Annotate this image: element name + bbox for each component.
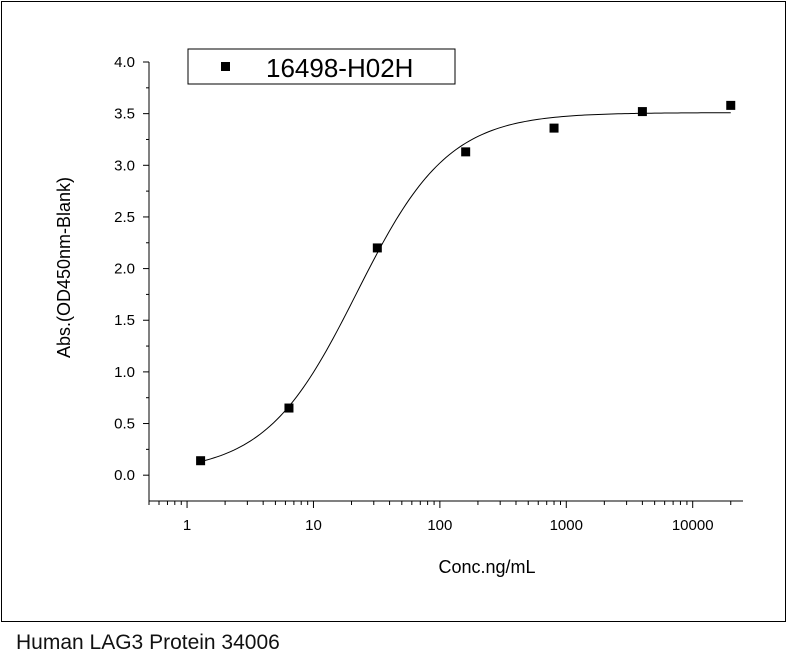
y-tick-label: 0.5 [114, 416, 135, 433]
x-tick-label: 100 [427, 517, 452, 534]
legend-box [187, 48, 456, 85]
data-point [726, 100, 736, 110]
y-tick-label: 3.0 [114, 157, 135, 174]
x-tick-label: 10000 [672, 517, 714, 534]
data-point [549, 123, 559, 133]
y-axis-title: Abs.(OD450nm-Blank) [54, 177, 74, 358]
data-point [637, 107, 647, 117]
chart-svg: 0.0 0.5 1.0 1.5 2.0 2.5 3.0 3.5 4.0 1 10 100 1000 10… [54, 48, 743, 577]
legend-label: 16498-H02H [266, 53, 413, 83]
x-tick-label: 10 [305, 517, 322, 534]
y-tick-label: 4.0 [114, 54, 135, 71]
y-tick-label: 0.0 [114, 467, 135, 484]
y-ticks: 0.0 0.5 1.0 1.5 2.0 2.5 3.0 3.5 4.0 [114, 54, 149, 484]
fit-curve [200, 112, 731, 463]
caption: Human LAG3 Protein 34006 [16, 631, 280, 654]
chart-frame: 0.0 0.5 1.0 1.5 2.0 2.5 3.0 3.5 4.0 1 10 100 1000 10… [1, 1, 786, 622]
y-tick-label: 2.5 [114, 209, 135, 226]
x-tick-label: 1 [183, 517, 191, 534]
data-points [196, 100, 736, 466]
y-tick-label: 3.5 [114, 106, 135, 123]
x-tick-label: 1000 [550, 517, 583, 534]
axes [148, 62, 743, 502]
x-axis-title: Conc.ng/mL [438, 557, 535, 577]
legend: 16498-H02H [187, 48, 456, 85]
y-tick-label: 1.0 [114, 364, 135, 381]
data-point [372, 243, 382, 253]
data-point [461, 147, 471, 157]
data-point [284, 403, 294, 413]
x-ticks: 1 10 100 1000 10000 [148, 501, 732, 534]
legend-marker [221, 62, 230, 71]
y-tick-label: 1.5 [114, 312, 135, 329]
y-tick-label: 2.0 [114, 261, 135, 278]
data-point [196, 456, 206, 466]
